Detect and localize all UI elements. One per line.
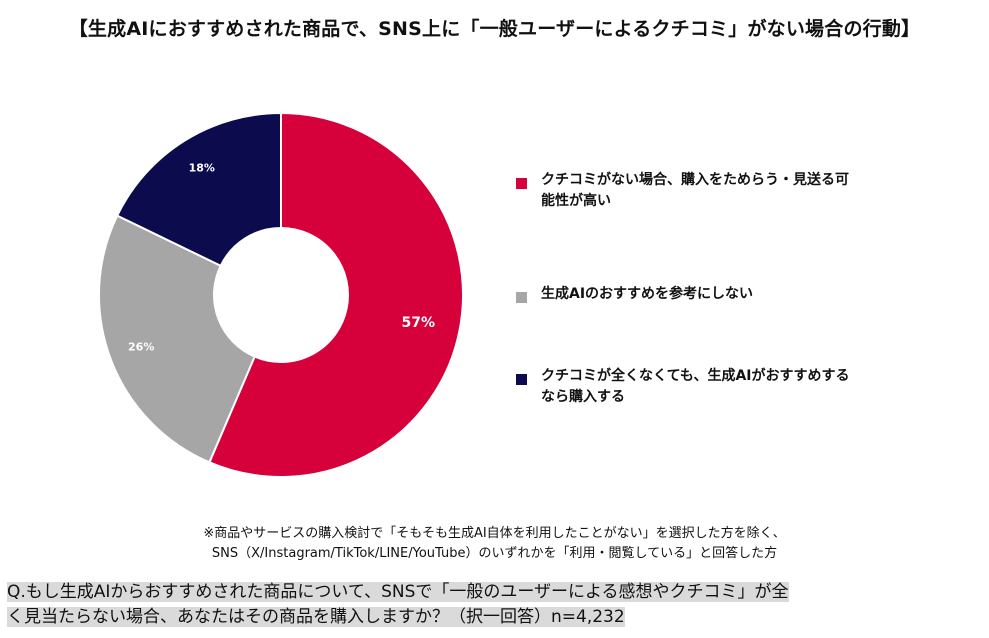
legend-swatch-hesitate <box>516 178 527 189</box>
chart-title: 【生成AIにおすすめされた商品で、SNS上に「一般ユーザーによるクチコミ」がない… <box>68 18 921 40</box>
legend-label-hesitate-line2: 能性が高い <box>541 193 611 209</box>
slice-buy-value-label: 18% <box>189 162 215 175</box>
legend-label-buy-line1: クチコミが全くなくても、生成AIがおすすめする <box>541 368 850 384</box>
legend-item-buy: クチコミが全くなくても、生成AIがおすすめする なら購入する <box>516 366 916 408</box>
survey-question: Q.もし生成AIからおすすめされた商品について、SNSで「一般のユーザーによる感… <box>7 580 975 630</box>
slice-buy <box>115 111 282 268</box>
slice-ignore <box>98 214 256 464</box>
legend-label-ignore-line1: 生成AIのおすすめを参考にしない <box>541 286 754 302</box>
footnote-line1: ※商品やサービスの購入検討で「そもそも生成AI自体を利用したことがない」を選択し… <box>203 526 786 541</box>
legend-label-hesitate: クチコミがない場合、購入をためらう・見送る可 能性が高い <box>541 170 901 212</box>
legend-label-buy: クチコミが全くなくても、生成AIがおすすめする なら購入する <box>541 366 901 408</box>
legend-label-buy-line2: なら購入する <box>541 389 625 405</box>
legend-item-hesitate: クチコミがない場合、購入をためらう・見送る可 能性が高い <box>516 170 916 212</box>
slice-hesitate-value-label: 57% <box>402 315 436 331</box>
survey-question-line2: く見当たらない場合、あなたはその商品を購入しますか？（択一回答）n=4,232 <box>7 607 625 627</box>
legend-label-ignore: 生成AIのおすすめを参考にしない <box>541 284 901 305</box>
legend-item-ignore: 生成AIのおすすめを参考にしない <box>516 284 916 305</box>
footnote: ※商品やサービスの購入検討で「そもそも生成AI自体を利用したことがない」を選択し… <box>0 524 989 564</box>
legend-swatch-ignore <box>516 292 527 303</box>
survey-question-line1: Q.もし生成AIからおすすめされた商品について、SNSで「一般のユーザーによる感… <box>7 582 789 602</box>
legend-swatch-buy <box>516 374 527 385</box>
slice-hesitate <box>208 111 464 478</box>
legend-label-hesitate-line1: クチコミがない場合、購入をためらう・見送る可 <box>541 172 849 188</box>
footnote-line2: SNS（X/Instagram/TikTok/LINE/YouTube）のいずれ… <box>211 546 778 561</box>
slice-ignore-value-label: 26% <box>128 340 154 353</box>
